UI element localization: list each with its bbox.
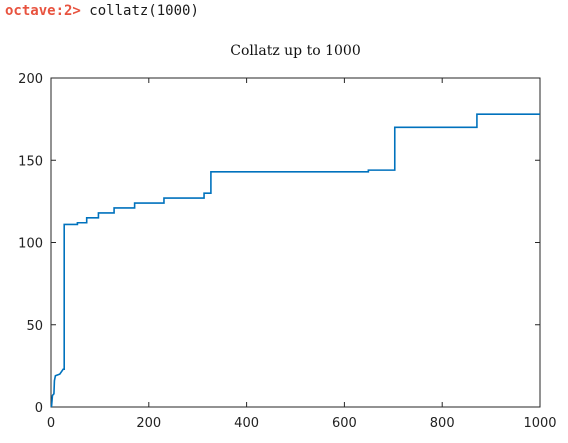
y-tick-label: 150 — [18, 154, 43, 169]
chart-title: Collatz up to 1000 — [230, 43, 360, 59]
axis-ticks: 0 200 400 600 800 1000 0 50 100 150 200 — [18, 72, 556, 431]
series-line-0 — [50, 113, 540, 408]
x-tick-label: 400 — [234, 416, 259, 431]
x-tick-label: 0 — [47, 416, 55, 431]
x-tick-label: 600 — [332, 416, 357, 431]
console-line: octave:2> collatz(1000) — [5, 2, 199, 20]
y-tick-label: 100 — [18, 237, 43, 252]
y-tick-label: 50 — [26, 319, 43, 334]
x-tick-label: 200 — [136, 416, 161, 431]
console-command: collatz(1000) — [89, 3, 199, 19]
series-group — [50, 113, 540, 408]
y-tick-label: 200 — [18, 72, 43, 87]
x-tick-label: 1000 — [523, 416, 556, 431]
console-prompt: octave:2> — [5, 3, 81, 19]
y-tick-label: 0 — [35, 401, 43, 416]
x-tick-label: 800 — [430, 416, 455, 431]
